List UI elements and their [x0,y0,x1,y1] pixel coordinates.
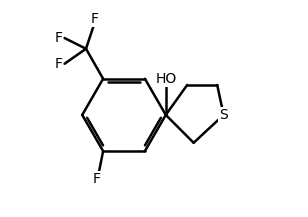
Text: F: F [93,172,101,186]
Text: F: F [54,57,62,71]
Text: S: S [219,108,228,122]
Text: HO: HO [155,72,176,85]
Text: F: F [91,12,99,26]
Text: F: F [54,31,62,45]
